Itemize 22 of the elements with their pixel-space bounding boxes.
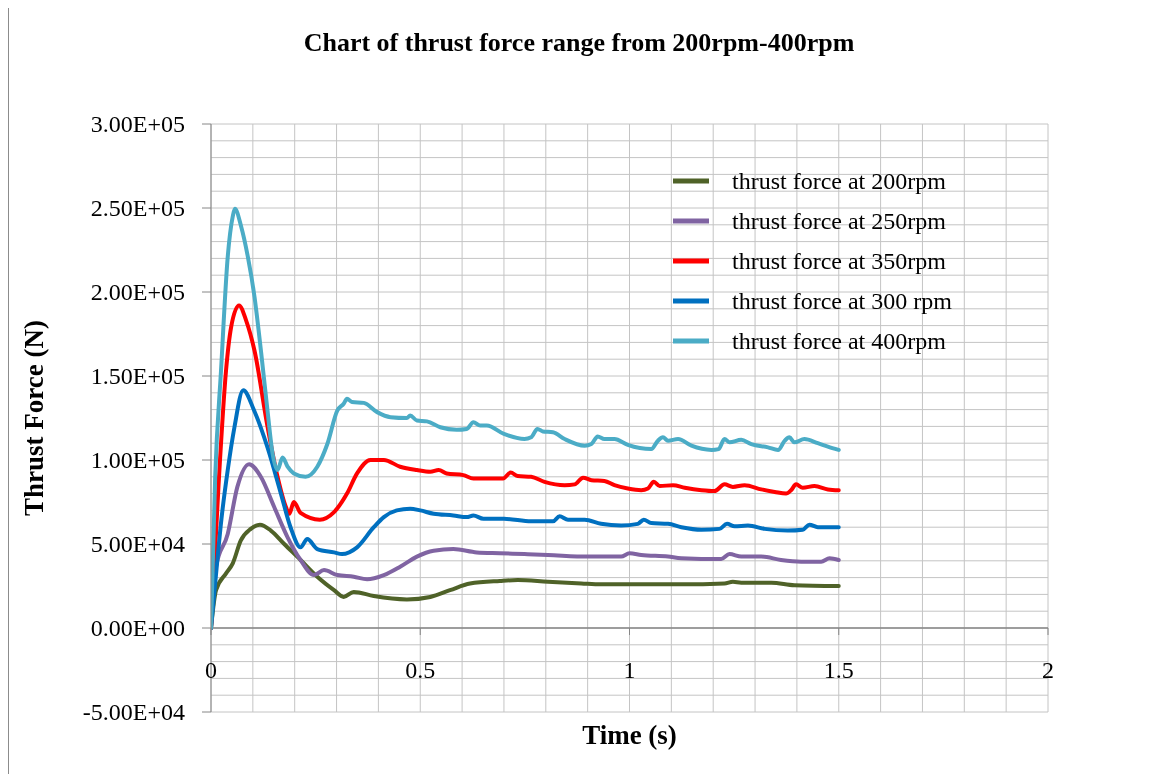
x-tick-label: 0	[205, 657, 217, 683]
y-tick-label: -5.00E+04	[82, 699, 185, 725]
x-tick-label: 1.5	[823, 657, 854, 683]
y-tick-label: 5.00E+04	[90, 531, 185, 557]
y-tick-label: 1.50E+05	[90, 363, 185, 389]
legend-label: thrust force at 250rpm	[732, 207, 946, 236]
y-tick-label: 2.50E+05	[90, 195, 185, 221]
line-series	[211, 206, 841, 630]
legend-label: thrust force at 400rpm	[732, 327, 946, 356]
x-tick-label: 1	[623, 657, 636, 683]
y-tick-label: 0.00E+00	[90, 615, 185, 641]
y-tick-label: 1.00E+05	[90, 447, 185, 473]
y-axis-title: Thrust Force (N)	[19, 320, 49, 516]
x-tick-label: 2	[1042, 657, 1054, 683]
x-tick-label: 0.5	[405, 657, 436, 683]
y-tick-label: 3.00E+05	[90, 111, 185, 137]
y-tick-label: 2.00E+05	[90, 279, 185, 305]
legend-label: thrust force at 300 rpm	[732, 287, 952, 316]
legend-label: thrust force at 200rpm	[732, 167, 946, 196]
x-axis-title: Time (s)	[582, 720, 677, 750]
chart-title: Chart of thrust force range from 200rpm-400rpm	[302, 28, 856, 58]
legend-label: thrust force at 350rpm	[732, 247, 946, 276]
